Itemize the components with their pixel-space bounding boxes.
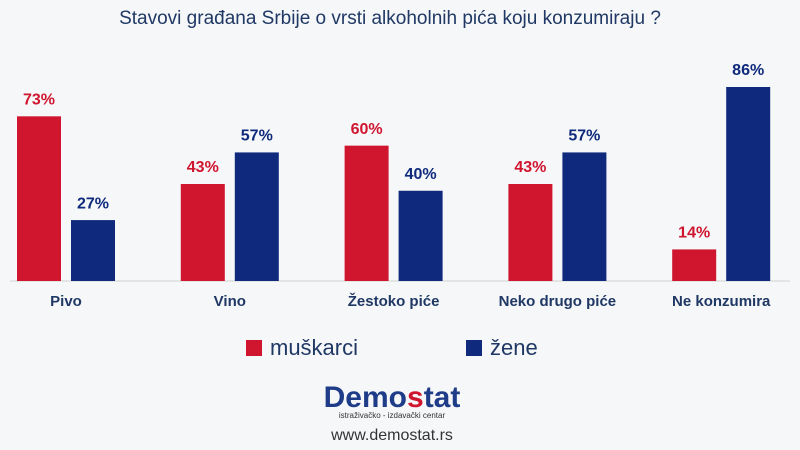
value-label: 86%: [732, 62, 764, 79]
bar: [726, 87, 771, 281]
bar: [71, 220, 115, 281]
tagline: istraživačko - izdavački centar: [339, 411, 446, 420]
legend-swatch: [246, 340, 262, 356]
logo: Demostat: [324, 381, 461, 414]
value-label: 43%: [514, 159, 546, 176]
value-label: 60%: [351, 121, 383, 138]
logo-part: Demo: [324, 381, 407, 414]
bar: [344, 145, 389, 281]
x-tick-label: Ne konzumira: [672, 293, 771, 310]
x-tick-label: Žestoko piće: [348, 292, 440, 310]
bar: [508, 184, 553, 281]
x-tick-label: Pivo: [50, 293, 82, 310]
value-label: 40%: [405, 166, 437, 183]
bar: [17, 116, 61, 281]
value-label: 27%: [77, 195, 109, 212]
logo-part: s: [407, 381, 424, 414]
value-label: 73%: [23, 92, 55, 109]
bar: [398, 190, 443, 281]
chart-title: Stavovi građana Srbije o vrsti alkoholni…: [119, 8, 661, 29]
value-label: 14%: [678, 225, 710, 242]
legend-label: žene: [490, 335, 538, 360]
x-tick-label: Vino: [214, 293, 246, 310]
legend-label: muškarci: [270, 335, 358, 360]
bar: [562, 152, 607, 281]
bar: [234, 152, 279, 281]
url: www.demostat.rs: [330, 427, 453, 444]
value-label: 57%: [241, 128, 273, 145]
value-label: 57%: [568, 128, 600, 145]
bar: [672, 249, 717, 281]
legend-swatch: [466, 340, 482, 356]
bar: [180, 184, 225, 281]
x-tick-label: Neko drugo piće: [499, 293, 617, 310]
value-label: 43%: [187, 159, 219, 176]
logo-part: tat: [424, 381, 461, 414]
